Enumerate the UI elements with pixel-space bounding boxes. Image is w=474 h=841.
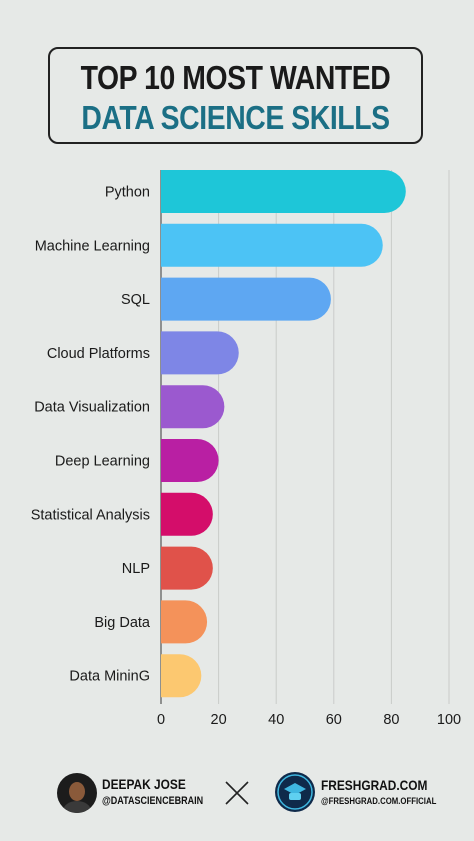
category-label-8: Big Data <box>94 615 151 631</box>
bar-4 <box>161 385 225 429</box>
bar-2 <box>161 277 331 321</box>
category-label-2: SQL <box>121 292 150 308</box>
avatar <box>57 773 97 813</box>
category-label-3: Cloud Platforms <box>47 346 150 362</box>
bar-3 <box>161 331 239 375</box>
bar-7 <box>161 546 213 590</box>
category-label-7: NLP <box>122 561 150 577</box>
bar-0 <box>161 170 406 213</box>
category-label-1: Machine Learning <box>35 238 150 254</box>
category-label-4: Data Visualization <box>34 400 150 416</box>
category-label-6: Statistical Analysis <box>31 507 150 523</box>
bar-6 <box>161 492 213 536</box>
person-handle: @DATASCIENCEBRAIN <box>102 795 204 807</box>
category-label-5: Deep Learning <box>55 454 150 470</box>
x-tick-label-100: 100 <box>437 712 461 728</box>
times-icon <box>225 781 249 805</box>
title-line-1: TOP 10 MOST WANTED <box>80 59 391 96</box>
freshgrad-logo-icon <box>275 772 315 812</box>
title-box: TOP 10 MOST WANTED DATA SCIENCE SKILLS <box>48 47 423 144</box>
x-tick-label-80: 80 <box>383 712 399 728</box>
x-tick-label-40: 40 <box>268 712 284 728</box>
bar-5 <box>161 439 219 482</box>
footer: DEEPAK JOSE @DATASCIENCEBRAIN FRESHGRAD.… <box>0 760 474 830</box>
x-tick-label-60: 60 <box>326 712 342 728</box>
category-label-0: Python <box>105 185 150 201</box>
brand-handle: @FRESHGRAD.COM.OFFICIAL <box>321 796 437 807</box>
title-line-2: DATA SCIENCE SKILLS <box>81 99 390 136</box>
brand-name: FRESHGRAD.COM <box>321 777 428 793</box>
bar-9 <box>161 654 202 698</box>
category-label-9: Data MininG <box>69 669 150 685</box>
x-tick-label-20: 20 <box>211 712 227 728</box>
bar-1 <box>161 223 383 267</box>
x-tick-label-0: 0 <box>157 712 165 728</box>
bar-chart: Python Machine Learning SQL Cloud Platforms… <box>31 170 461 728</box>
bar-8 <box>161 600 208 644</box>
person-name: DEEPAK JOSE <box>102 776 186 792</box>
